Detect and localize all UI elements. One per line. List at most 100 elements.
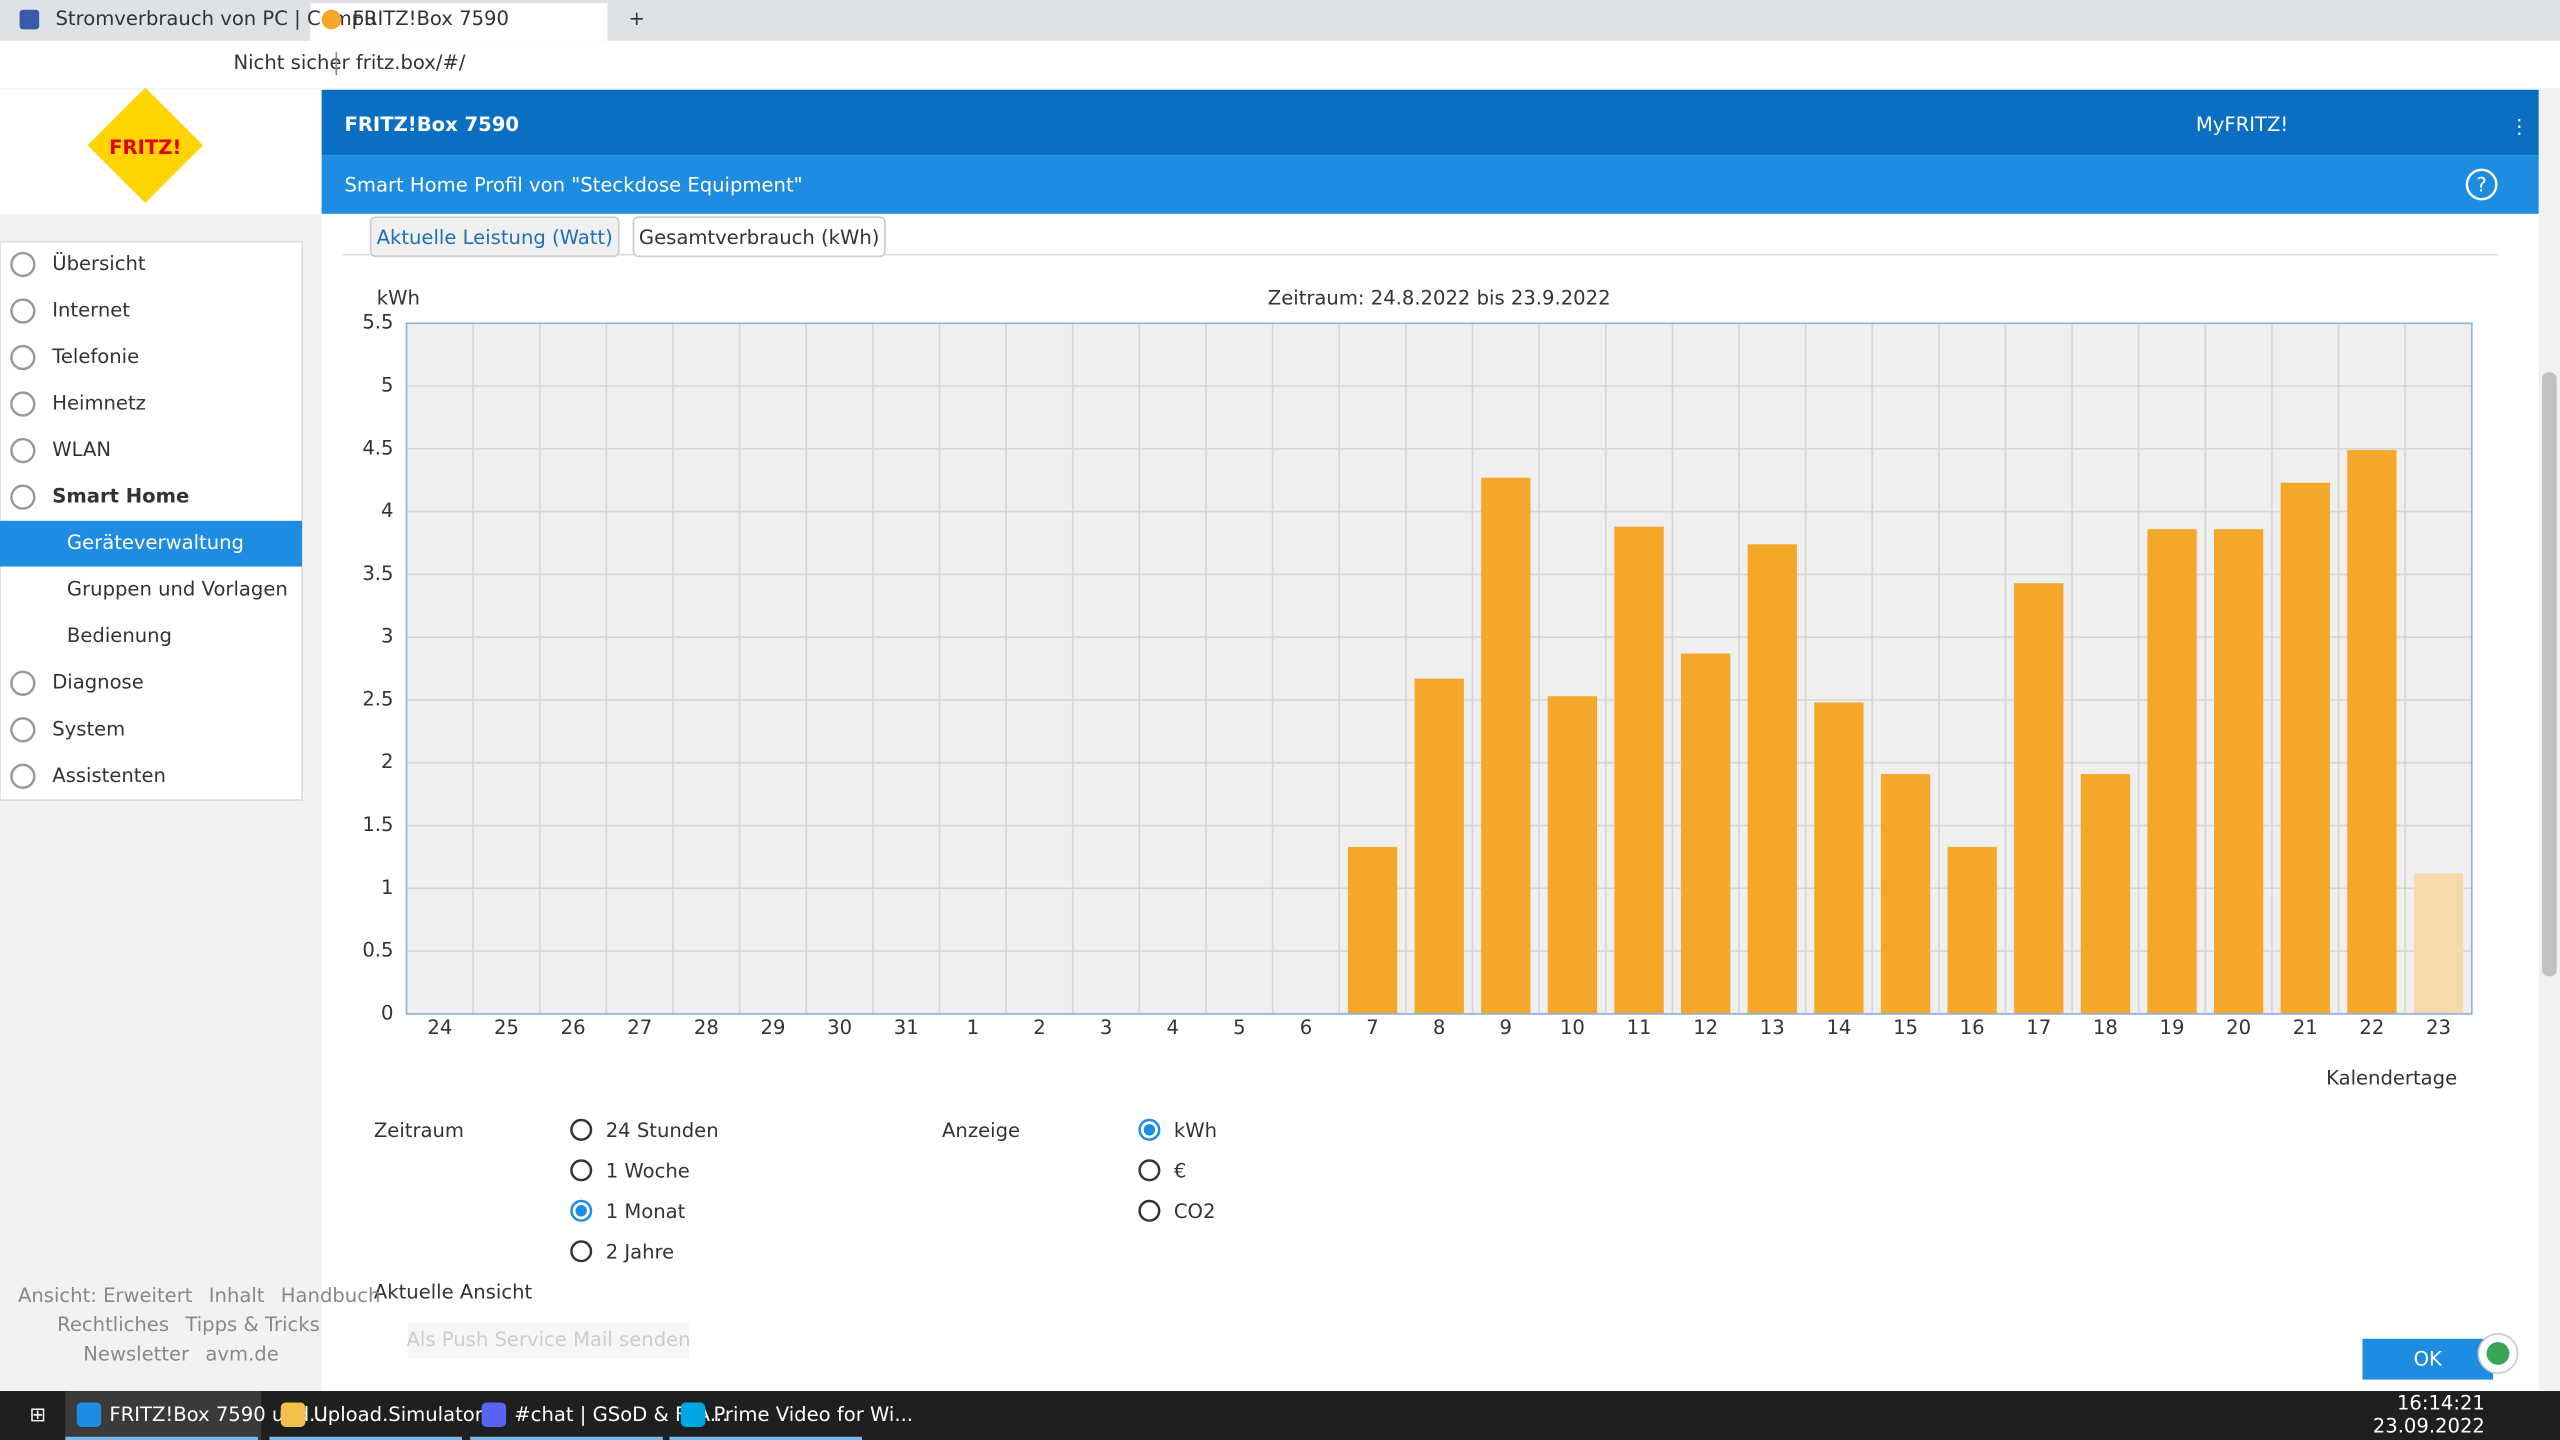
- x-tick-label: 22: [2359, 1016, 2384, 1039]
- x-tick-label: 19: [2160, 1016, 2185, 1039]
- menu-item[interactable]: Telefonie: [51, 345, 139, 368]
- radio-label[interactable]: kWh: [1174, 1119, 1217, 1142]
- app-icon: [680, 1402, 706, 1427]
- help[interactable]: ?: [2476, 174, 2486, 197]
- menu-item[interactable]: Heimnetz: [52, 392, 146, 415]
- option-group-label: Zeitraum: [374, 1119, 464, 1142]
- radio[interactable]: [570, 1159, 593, 1182]
- bar: [1747, 544, 1797, 1014]
- x-tick-label: 30: [827, 1016, 852, 1039]
- taskbar-app[interactable]: Prime Video for Wi...: [713, 1403, 913, 1426]
- app-icon: [280, 1402, 306, 1427]
- x-tick-label: 26: [561, 1016, 586, 1039]
- content-tab[interactable]: [369, 216, 620, 258]
- x-tick-label: 3: [1100, 1016, 1112, 1039]
- header: [321, 89, 2539, 156]
- x-tick-label: 6: [1300, 1016, 1312, 1039]
- menu-item[interactable]: Assistenten: [52, 764, 166, 787]
- bar: [1814, 702, 1864, 1014]
- footer-link[interactable]: avm.de: [205, 1343, 278, 1366]
- x-tick-label: 1: [967, 1016, 979, 1039]
- bar: [2280, 482, 2330, 1014]
- myfritz[interactable]: MyFRITZ!: [2196, 113, 2288, 136]
- footer-link[interactable]: Inhalt: [209, 1284, 265, 1307]
- taskbar: [0, 1391, 2560, 1440]
- address-bar: [0, 40, 2560, 89]
- menu-active: [0, 520, 303, 567]
- radio-label[interactable]: CO2: [1174, 1200, 1216, 1223]
- x-tick-label: 16: [1960, 1016, 1985, 1039]
- push-button-label[interactable]: Als Push Service Mail senden: [407, 1328, 691, 1351]
- menu-item[interactable]: Internet: [52, 299, 130, 322]
- plot-border: [405, 322, 2473, 1015]
- bar: [1681, 653, 1731, 1014]
- bar: [2080, 774, 2131, 1014]
- help-icon[interactable]: [2465, 168, 2498, 201]
- active-tab[interactable]: [310, 3, 608, 41]
- y-tick-label: 1: [381, 876, 393, 899]
- menu-item[interactable]: System: [52, 717, 125, 740]
- logo[interactable]: FRITZ!: [109, 136, 181, 159]
- radio-label[interactable]: 2 Jahre: [606, 1240, 675, 1263]
- footer-link[interactable]: Newsletter: [83, 1343, 190, 1366]
- option-group-label: Anzeige: [942, 1119, 1020, 1142]
- menu-item[interactable]: Geräteverwaltung: [67, 531, 244, 554]
- menu-dots[interactable]: ⋮: [2509, 115, 2529, 138]
- radio-dot: [1143, 1124, 1156, 1136]
- taskbar-app[interactable]: FRITZ!Box 7590 und...: [109, 1403, 327, 1426]
- menu-icon: [10, 298, 36, 324]
- radio[interactable]: [1138, 1199, 1161, 1222]
- footer-link[interactable]: Handbuch: [281, 1284, 381, 1307]
- bar: [2347, 450, 2397, 1014]
- x-tick-label: 28: [694, 1016, 719, 1039]
- y-tick-label: 2: [381, 750, 393, 773]
- security[interactable]: Nicht sicher: [233, 51, 350, 74]
- x-tick-label: 25: [494, 1016, 519, 1039]
- x-tick-label: 8: [1433, 1016, 1445, 1039]
- content-tab[interactable]: [632, 216, 886, 258]
- footer-link[interactable]: Ansicht: Erweitert: [18, 1284, 193, 1307]
- menu-item[interactable]: Diagnose: [52, 671, 144, 694]
- push-button[interactable]: [408, 1322, 689, 1359]
- bar: [2014, 583, 2064, 1014]
- radio-dot: [575, 1205, 587, 1217]
- radio[interactable]: [570, 1240, 593, 1263]
- ok-button[interactable]: [2362, 1338, 2494, 1380]
- new-tab[interactable]: +: [629, 7, 645, 30]
- taskbar-app[interactable]: Upload.Simulator: [313, 1403, 483, 1426]
- content-tab-label[interactable]: Aktuelle Leistung (Watt): [377, 226, 613, 249]
- content-tab-label[interactable]: Gesamtverbrauch (kWh): [639, 226, 880, 249]
- bar: [1481, 477, 1531, 1014]
- tab-title[interactable]: Stromverbrauch von PC | Compu: [56, 7, 377, 30]
- x-tick-label: 24: [427, 1016, 452, 1039]
- radio-label[interactable]: 1 Monat: [606, 1200, 686, 1223]
- bar: [1547, 696, 1598, 1014]
- tab-title[interactable]: FRITZ!Box 7590: [353, 7, 509, 30]
- radio-label[interactable]: 1 Woche: [606, 1159, 690, 1182]
- footer-link[interactable]: Tipps & Tricks: [184, 1313, 319, 1336]
- menu-item[interactable]: Gruppen und Vorlagen: [67, 578, 288, 601]
- ok-label[interactable]: OK: [2414, 1347, 2443, 1370]
- start[interactable]: ⊞: [29, 1403, 45, 1426]
- radio-label[interactable]: €: [1174, 1159, 1186, 1182]
- url[interactable]: fritz.box/#/: [356, 51, 466, 74]
- radio-label[interactable]: 24 Stunden: [606, 1119, 719, 1142]
- taskbar-app[interactable]: #chat | GSoD & FYA...: [514, 1403, 728, 1426]
- y-tick-label: 5: [381, 374, 393, 397]
- radio[interactable]: [1138, 1159, 1161, 1182]
- menu-item[interactable]: Übersicht: [52, 252, 146, 275]
- y-tick-label: 0.5: [362, 939, 393, 962]
- scroll-thumb[interactable]: [2542, 372, 2557, 977]
- menu-item[interactable]: WLAN: [52, 438, 111, 461]
- x-tick-label: 23: [2426, 1016, 2451, 1039]
- menu-item[interactable]: Smart Home: [52, 485, 189, 508]
- radio[interactable]: [570, 1118, 593, 1141]
- x-tick-label: 4: [1166, 1016, 1178, 1039]
- app-icon: [481, 1402, 507, 1427]
- x-tick-label: 11: [1627, 1016, 1652, 1039]
- menu-item[interactable]: Bedienung: [67, 624, 172, 647]
- x-tick-label: 14: [1826, 1016, 1851, 1039]
- footer-link[interactable]: Rechtliches: [57, 1313, 169, 1336]
